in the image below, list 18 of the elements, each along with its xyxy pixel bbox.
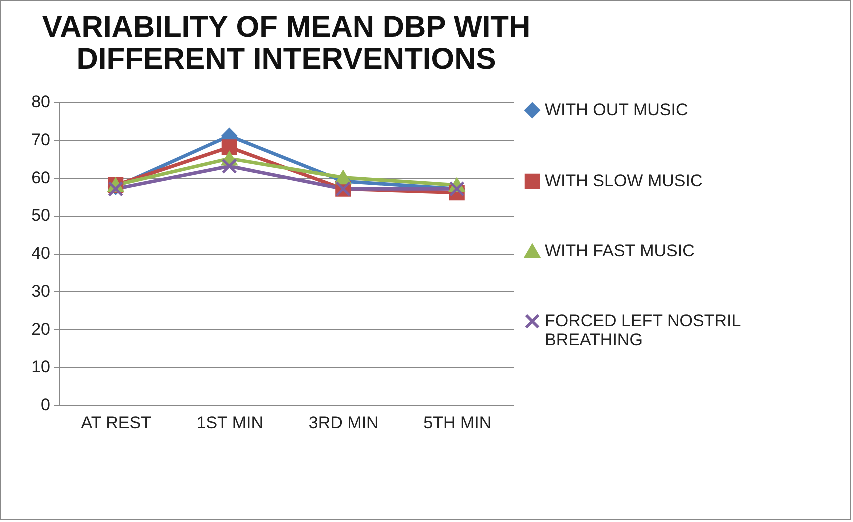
legend-label: WITH FAST MUSIC <box>545 242 695 260</box>
x-tick-label: 5TH MIN <box>424 414 492 432</box>
y-tick-label: 10 <box>32 358 50 377</box>
legend-label: WITH OUT MUSIC <box>545 100 688 120</box>
y-tick-label: 40 <box>32 244 50 263</box>
y-tick-label: 20 <box>32 320 50 339</box>
x-tick-label: 1ST MIN <box>196 414 264 432</box>
legend-label: WITH SLOW MUSIC <box>545 172 703 190</box>
x-tick-label: 3RD MIN <box>308 414 379 432</box>
x-tick-label: AT REST <box>81 414 152 432</box>
y-tick-label: 30 <box>32 282 50 301</box>
y-tick-label: 80 <box>32 92 50 112</box>
y-tick-label: 50 <box>32 206 50 226</box>
y-tick-label: 70 <box>32 130 50 150</box>
y-tick-label: 60 <box>32 168 50 188</box>
chart-title: VARIABILITY OF MEAN DBP WITH DIFFERENT INTERVENTIONS <box>42 11 531 76</box>
legend-label: FORCED LEFT NOSTRIL BREATHING <box>545 312 742 350</box>
y-tick-label: 0 <box>41 396 50 414</box>
